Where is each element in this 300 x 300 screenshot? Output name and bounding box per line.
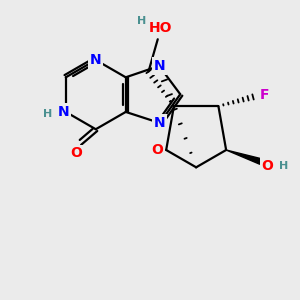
Text: O: O (70, 146, 82, 161)
Text: N: N (58, 105, 69, 119)
Polygon shape (226, 150, 262, 164)
Text: F: F (260, 88, 269, 102)
Text: H: H (137, 16, 146, 26)
Text: H: H (279, 161, 288, 171)
Text: O: O (151, 143, 163, 157)
Text: N: N (154, 116, 166, 130)
Text: N: N (90, 53, 102, 67)
Text: HO: HO (148, 21, 172, 35)
Text: H: H (43, 109, 52, 119)
Text: N: N (153, 59, 165, 73)
Text: O: O (262, 159, 274, 173)
